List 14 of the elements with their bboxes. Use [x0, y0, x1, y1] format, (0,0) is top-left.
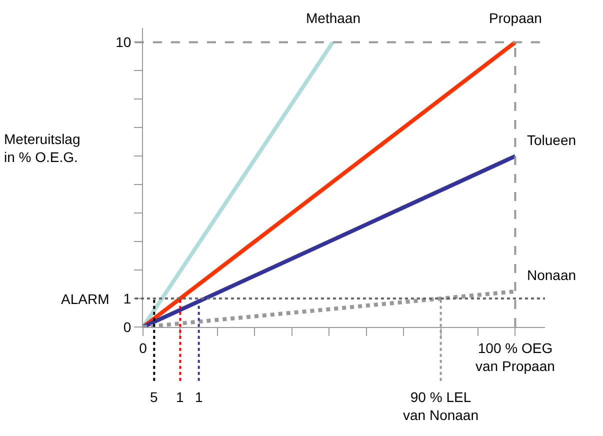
- text: 5: [150, 389, 158, 405]
- text: 1: [195, 389, 203, 405]
- text: 1: [176, 389, 184, 405]
- y-tick-label: 1: [123, 290, 132, 306]
- series-label: Nonaan: [527, 267, 576, 283]
- y-tick-label: 0: [123, 318, 132, 335]
- series-label: Methaan: [306, 10, 360, 26]
- text: 90 % LEL van Nonaan: [403, 389, 479, 424]
- y-axis-title: Meteruitslag in % O.E.G.: [4, 131, 80, 166]
- ref-line-label: ALARM: [61, 291, 110, 307]
- x-tick-label: 100 % OEG van Propaan: [476, 340, 555, 374]
- series-label: Tolueen: [527, 132, 576, 148]
- series-label: Propaan: [489, 10, 542, 26]
- y-tick-label: 10: [116, 34, 132, 50]
